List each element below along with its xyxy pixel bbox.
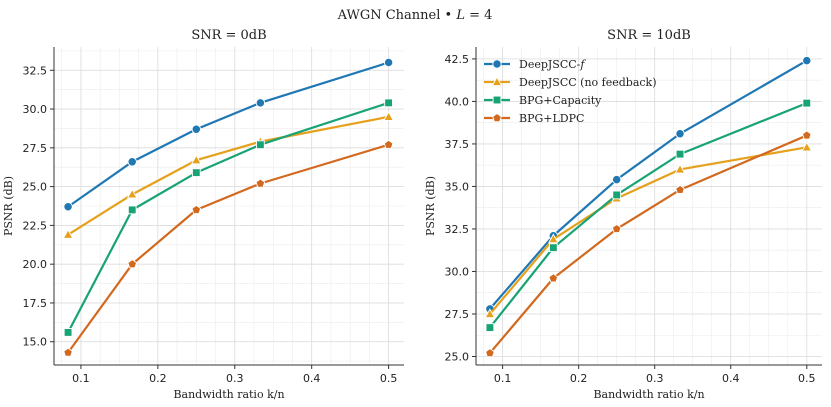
legend-label: DeepJSCC (no feedback) bbox=[519, 76, 657, 89]
y-tick-label: 32.5 bbox=[23, 64, 48, 77]
y-tick-label: 17.5 bbox=[23, 297, 48, 310]
data-point bbox=[127, 259, 138, 269]
chart-title: SNR = 0dB bbox=[191, 28, 266, 43]
data-point bbox=[484, 308, 496, 319]
legend-marker bbox=[492, 112, 502, 123]
chart-panels: 0.1 0.2 0.3 0.4 0.5 15.0 17.5 20.0 22.5 25.0 27.5 3… bbox=[2, 28, 822, 401]
panel-1: 0.1 0.2 0.3 0.4 0.5 15.0 17.5 20.0 22.5 25.0 27.5 3… bbox=[2, 28, 404, 401]
x-axis-label: Bandwidth ratio k/n bbox=[593, 388, 704, 401]
y-tick-label: 15.0 bbox=[23, 336, 48, 349]
y-tick-label: 32.5 bbox=[445, 223, 470, 236]
y-tick-label: 25.0 bbox=[445, 350, 470, 363]
x-tick-label: 0.5 bbox=[380, 372, 398, 385]
y-tick-label: 27.5 bbox=[23, 142, 48, 155]
chart-title: SNR = 10dB bbox=[607, 28, 691, 43]
data-point bbox=[255, 178, 266, 188]
legend-marker bbox=[491, 76, 503, 87]
x-tick-label: 0.4 bbox=[303, 372, 321, 385]
data-point bbox=[612, 174, 622, 185]
y-axis-label: PSNR (dB) bbox=[424, 176, 437, 236]
figure-title: AWGN Channel • L = 4 bbox=[337, 8, 493, 23]
data-point bbox=[485, 323, 495, 332]
data-point bbox=[675, 184, 685, 194]
y-tick-label: 35.0 bbox=[445, 180, 470, 193]
legend-label: BPG+LDPC bbox=[519, 112, 584, 125]
series-deepjscc-f bbox=[63, 57, 394, 212]
y-tick-label: 25.0 bbox=[23, 181, 48, 194]
y-tick-label: 30.0 bbox=[23, 103, 48, 116]
data-point bbox=[801, 141, 813, 152]
data-point bbox=[191, 168, 201, 177]
data-point bbox=[63, 328, 73, 337]
y-tick-label: 37.5 bbox=[445, 138, 470, 151]
data-point bbox=[191, 204, 202, 214]
data-point bbox=[674, 163, 686, 174]
x-tick-label: 0.1 bbox=[72, 372, 90, 385]
series-bpg-capacity bbox=[485, 98, 812, 332]
plot-area bbox=[476, 47, 822, 365]
legend-marker bbox=[492, 59, 502, 69]
data-point bbox=[802, 98, 812, 108]
data-point bbox=[548, 273, 559, 283]
data-point bbox=[611, 223, 622, 234]
data-point bbox=[255, 98, 266, 108]
series-bpg-ldpc bbox=[63, 139, 394, 357]
data-point bbox=[63, 202, 73, 212]
x-tick-label: 0.3 bbox=[646, 372, 664, 385]
x-tick-label: 0.1 bbox=[494, 372, 512, 385]
data-point bbox=[190, 154, 202, 165]
data-point bbox=[62, 228, 74, 239]
data-point bbox=[191, 124, 201, 134]
x-tick-label: 0.4 bbox=[722, 372, 740, 385]
legend: DeepJSCC-f DeepJSCC (no feedback) BPG+Capa… bbox=[484, 58, 657, 125]
data-point bbox=[547, 233, 559, 244]
data-point bbox=[612, 190, 622, 200]
x-axis-label: Bandwidth ratio k/n bbox=[173, 388, 284, 401]
x-tick-label: 0.3 bbox=[226, 372, 244, 385]
data-point bbox=[383, 139, 394, 149]
data-point bbox=[127, 157, 137, 167]
x-tick-label: 0.2 bbox=[149, 372, 167, 385]
data-point bbox=[675, 129, 685, 139]
data-point bbox=[802, 55, 812, 66]
series-bpg-ldpc bbox=[485, 130, 812, 358]
data-point bbox=[675, 149, 685, 159]
y-tick-label: 42.5 bbox=[445, 53, 470, 66]
y-tick-label: 27.5 bbox=[445, 308, 470, 321]
panel-2: 0.1 0.2 0.3 0.4 0.5 25.0 27.5 30.0 32.5 35.0 37.5 4… bbox=[424, 28, 822, 401]
legend-label: DeepJSCC-f bbox=[519, 58, 586, 71]
legend-label: BPG+Capacity bbox=[519, 94, 602, 107]
data-point bbox=[256, 140, 265, 150]
y-axis-label: PSNR (dB) bbox=[2, 176, 15, 236]
y-tick-label: 22.5 bbox=[23, 219, 48, 232]
data-point bbox=[485, 348, 495, 358]
data-point bbox=[63, 347, 73, 357]
y-tick-label: 40.0 bbox=[445, 95, 470, 108]
data-point bbox=[384, 98, 393, 108]
y-tick-label: 20.0 bbox=[23, 258, 48, 271]
data-point bbox=[383, 57, 394, 68]
x-tick-label: 0.5 bbox=[798, 372, 816, 385]
y-tick-label: 30.0 bbox=[445, 265, 470, 278]
data-point bbox=[127, 205, 137, 215]
series-deepjscc-no-feedback- bbox=[62, 111, 394, 239]
legend-marker bbox=[492, 95, 502, 105]
data-point bbox=[801, 130, 812, 140]
data-point bbox=[548, 243, 558, 253]
data-point bbox=[126, 188, 138, 199]
series-bpg-capacity bbox=[63, 98, 393, 337]
data-point bbox=[383, 111, 394, 121]
x-tick-label: 0.2 bbox=[570, 372, 588, 385]
